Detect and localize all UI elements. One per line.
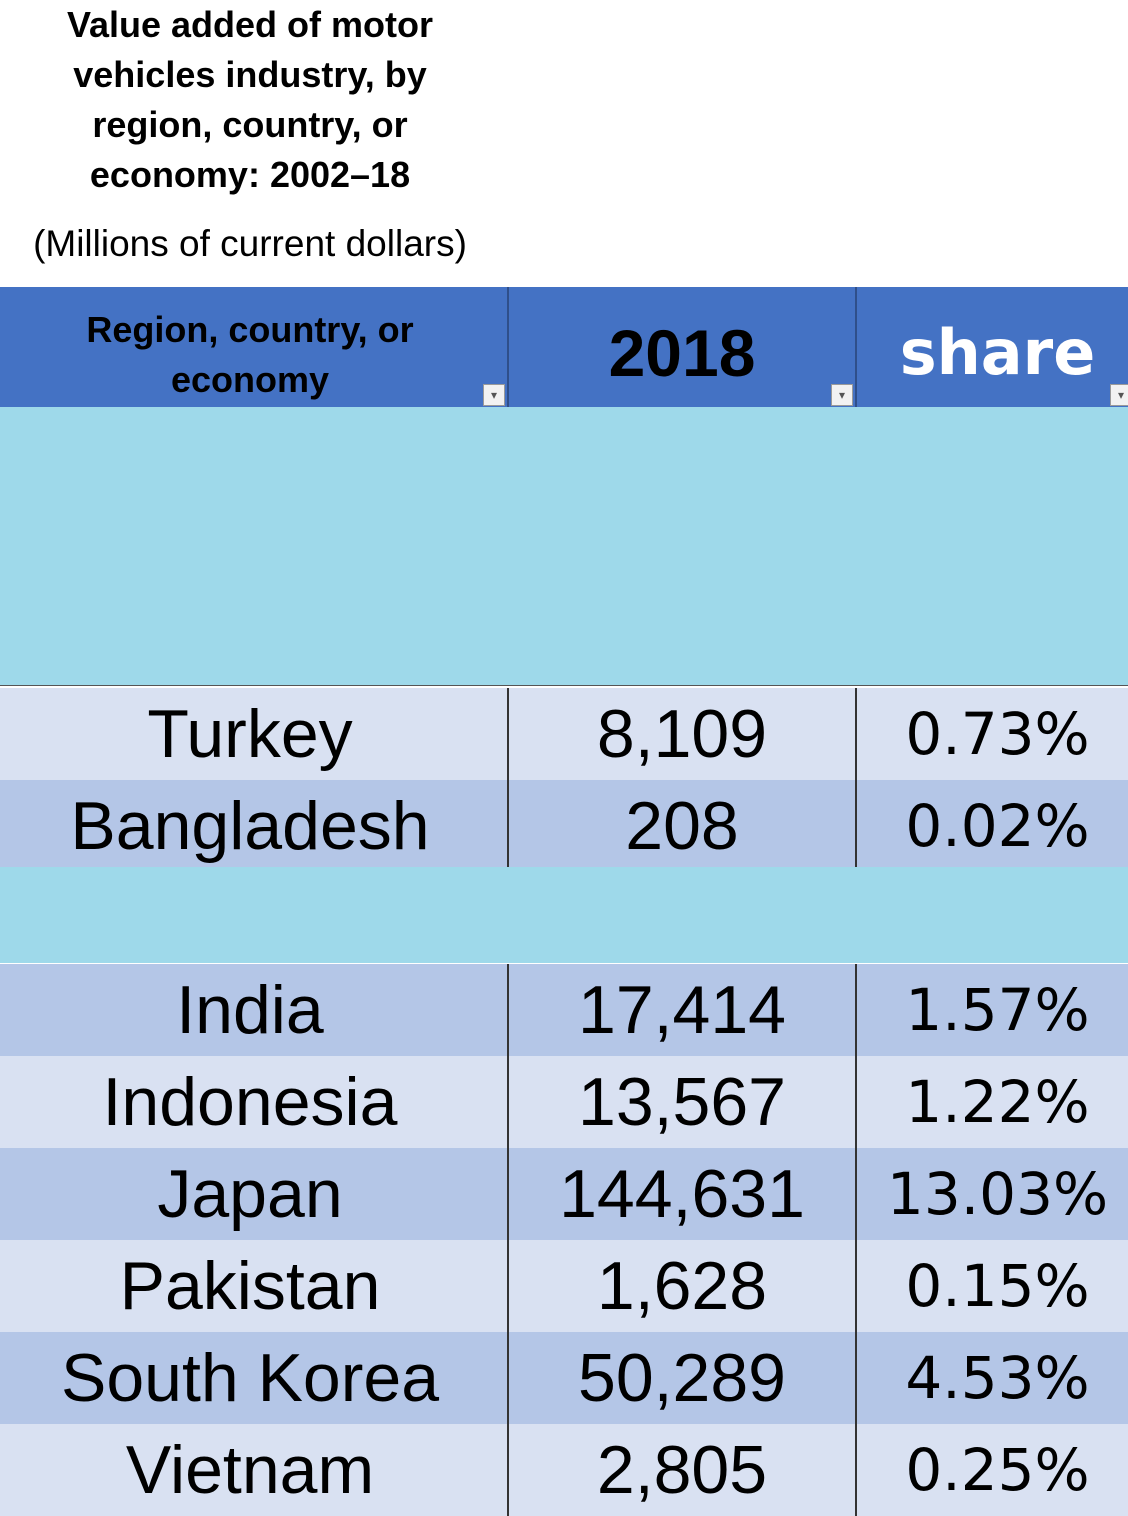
cell-2018-value: 50,289 <box>507 1332 855 1424</box>
table-row[interactable]: Bangladesh 208 0.02% <box>0 780 1128 872</box>
cell-share: 0.02% <box>855 780 1128 872</box>
header-label-line: Region, country, or <box>86 309 414 350</box>
cell-region: India <box>176 972 324 1048</box>
header-label-region: Region, country, or economy <box>0 305 500 405</box>
cell-share: 4.53% <box>855 1332 1128 1424</box>
cell-share: 0.15% <box>855 1240 1128 1332</box>
table-row[interactable]: Japan 144,631 13.03% <box>0 1148 1128 1240</box>
cell-region: South Korea <box>60 1340 440 1416</box>
filter-dropdown-icon[interactable]: ▾ <box>1110 384 1128 406</box>
cell-2018-value: 17,414 <box>507 964 855 1056</box>
cell-share: 0.73% <box>855 688 1128 780</box>
table-row[interactable]: Turkey 8,109 0.73% <box>0 688 1128 780</box>
header-label-line: economy <box>170 359 330 400</box>
header-cell-share[interactable]: share ▾ <box>855 287 1128 407</box>
cell-2018-value: 208 <box>507 780 855 872</box>
cell-2018-value: 8,109 <box>507 688 855 780</box>
group-band <box>0 867 1128 963</box>
table-row[interactable]: Pakistan 1,628 0.15% <box>0 1240 1128 1332</box>
table-row[interactable]: India 17,414 1.57% <box>0 964 1128 1056</box>
header-cell-region[interactable]: Region, country, or economy ▾ <box>0 287 507 407</box>
cell-region: Pakistan <box>119 1248 381 1324</box>
title-line: region, country, or <box>92 104 408 145</box>
cell-share: 0.25% <box>855 1424 1128 1516</box>
filter-dropdown-icon[interactable]: ▾ <box>831 384 853 406</box>
cell-2018-value: 13,567 <box>507 1056 855 1148</box>
header-label-2018: 2018 <box>608 316 756 390</box>
row-divider <box>0 685 1128 686</box>
cell-share: 1.57% <box>855 964 1128 1056</box>
cell-region: Indonesia <box>102 1064 398 1140</box>
header-label-share: share <box>899 316 1096 389</box>
cell-2018-value: 144,631 <box>507 1148 855 1240</box>
table-title: Value added of motor vehicles industry, … <box>0 0 500 200</box>
table-row[interactable]: Indonesia 13,567 1.22% <box>0 1056 1128 1148</box>
table-subtitle: (Millions of current dollars) <box>33 223 467 264</box>
cell-region: Japan <box>157 1156 343 1232</box>
cell-2018-value: 1,628 <box>507 1240 855 1332</box>
cell-region: Turkey <box>147 696 353 772</box>
filter-active-icon[interactable]: ▾ <box>483 384 505 406</box>
table-row[interactable]: South Korea 50,289 4.53% <box>0 1332 1128 1424</box>
title-line: economy: 2002–18 <box>89 154 411 195</box>
cell-region: Bangladesh <box>70 788 430 864</box>
cell-region: Vietnam <box>125 1432 375 1508</box>
title-line: vehicles industry, by <box>73 54 427 95</box>
table-header: Region, country, or economy ▾ 2018 ▾ sha… <box>0 287 1128 407</box>
cell-share: 13.03% <box>855 1148 1128 1240</box>
header-cell-2018[interactable]: 2018 ▾ <box>507 287 855 407</box>
cell-2018-value: 2,805 <box>507 1424 855 1516</box>
title-line: Value added of motor <box>66 4 434 45</box>
table-row[interactable]: Vietnam 2,805 0.25% <box>0 1424 1128 1516</box>
cell-share: 1.22% <box>855 1056 1128 1148</box>
group-band <box>0 407 1128 685</box>
